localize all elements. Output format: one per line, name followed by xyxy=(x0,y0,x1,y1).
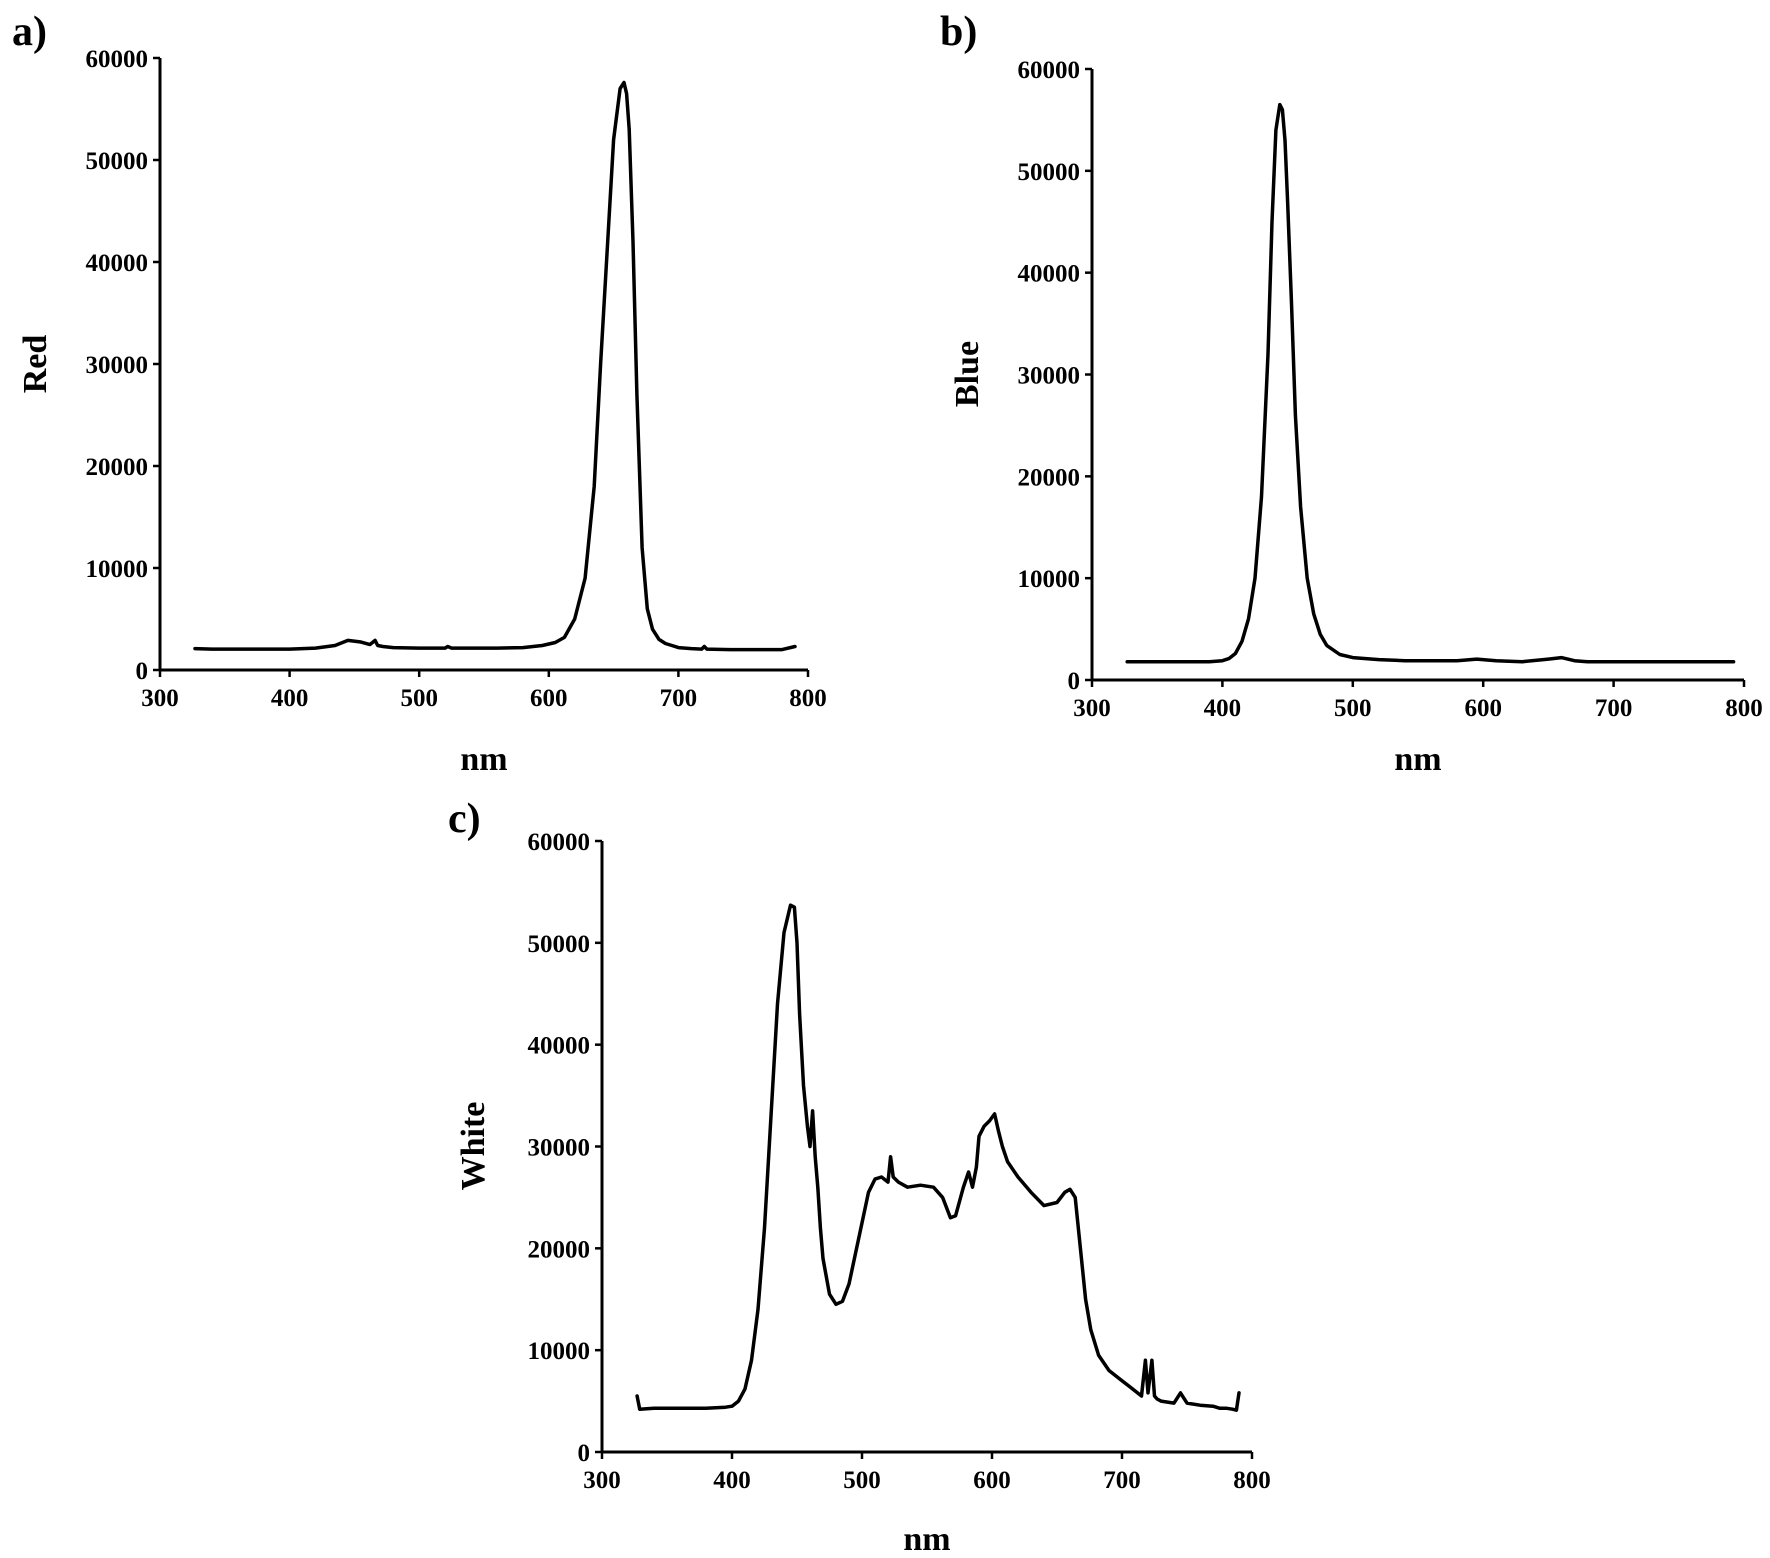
panel-c-ytick-label: 20000 xyxy=(528,1236,591,1263)
panel-b-ytick-label: 0 xyxy=(1068,668,1081,695)
panel-b-ytick-label: 20000 xyxy=(1018,464,1081,491)
panel-b-ytick-label: 10000 xyxy=(1018,566,1081,593)
panel-c-xtick-label: 600 xyxy=(973,1467,1011,1494)
panel-c-ytick-label: 50000 xyxy=(528,931,591,958)
panel-c-ytick-label: 10000 xyxy=(528,1338,591,1365)
panel-a-red-spectrum: a) Red nm 0 10000 20000 30000 40000 50000 6000… xyxy=(12,9,827,778)
panel-a-ytick-label: 50000 xyxy=(86,148,149,175)
panel-c-ylabel: White xyxy=(455,1102,492,1191)
panel-a-xlabel: nm xyxy=(460,741,507,778)
panel-a-ytick-label: 30000 xyxy=(86,352,149,379)
panel-a-ylabel: Red xyxy=(17,335,54,394)
panel-c-ytick-label: 30000 xyxy=(528,1135,591,1162)
panel-c-ytick-label: 60000 xyxy=(528,829,591,856)
panel-a-ytick-label: 20000 xyxy=(86,454,149,481)
panel-a-ytick-label: 10000 xyxy=(86,556,149,583)
panel-c-xtick-label: 300 xyxy=(583,1467,621,1494)
panel-a-xtick-label: 600 xyxy=(530,685,568,712)
panel-c-white-spectrum: c) White nm 0 10000 20000 30000 40000 50000 60… xyxy=(448,796,1271,1558)
panel-c-series-line xyxy=(635,903,1241,1412)
panel-c-xlabel: nm xyxy=(903,1521,950,1558)
panel-b-ytick-label: 30000 xyxy=(1018,363,1081,390)
panel-c-xtick-label: 500 xyxy=(843,1467,881,1494)
panel-a-label: a) xyxy=(12,9,47,55)
panel-c-xtick-label: 400 xyxy=(713,1467,751,1494)
panel-a-ytick-label: 40000 xyxy=(86,250,149,277)
panel-b-ytick-label: 60000 xyxy=(1018,57,1081,84)
panel-a-ytick-label: 60000 xyxy=(86,46,149,73)
panel-b-xtick-label: 600 xyxy=(1464,695,1502,722)
panel-b-blue-spectrum: b) Blue nm 0 10000 20000 30000 40000 50000 600… xyxy=(940,9,1763,778)
panel-b-ylabel: Blue xyxy=(949,341,986,407)
panel-c-ytick-label: 0 xyxy=(578,1440,591,1467)
panel-b-xlabel: nm xyxy=(1394,741,1441,778)
panel-a-xtick-label: 300 xyxy=(141,685,179,712)
panel-c-xtick-label: 700 xyxy=(1103,1467,1141,1494)
panel-a-series-line xyxy=(193,80,797,652)
panel-a-ytick-label: 0 xyxy=(136,658,149,685)
panel-a-xtick-label: 500 xyxy=(400,685,438,712)
panel-b-ytick-label: 50000 xyxy=(1018,159,1081,186)
panel-b-xtick-label: 300 xyxy=(1073,695,1111,722)
panel-b-xtick-label: 500 xyxy=(1334,695,1372,722)
panel-b-label: b) xyxy=(940,9,977,55)
panel-a-xtick-label: 700 xyxy=(660,685,698,712)
panel-b-xtick-label: 800 xyxy=(1725,695,1763,722)
panel-a-xtick-label: 800 xyxy=(789,685,827,712)
panel-c-xtick-label: 800 xyxy=(1233,1467,1271,1494)
panel-c-label: c) xyxy=(448,796,481,842)
panel-b-xtick-label: 700 xyxy=(1595,695,1633,722)
panel-b-series-line xyxy=(1125,102,1736,664)
panel-b-ytick-label: 40000 xyxy=(1018,261,1081,288)
panel-c-ytick-label: 40000 xyxy=(528,1033,591,1060)
panel-a-xtick-label: 400 xyxy=(271,685,309,712)
panel-b-xtick-label: 400 xyxy=(1204,695,1242,722)
